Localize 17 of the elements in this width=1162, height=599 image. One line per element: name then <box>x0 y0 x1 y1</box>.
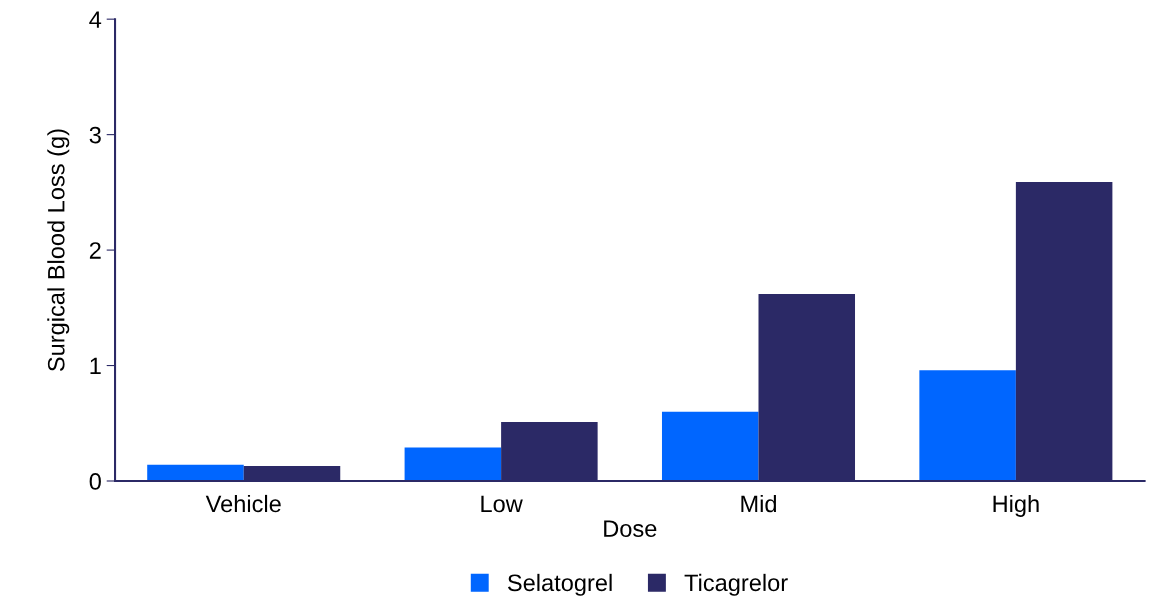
x-tick-label: Mid <box>741 494 776 513</box>
y-tick-label: 3 <box>89 126 101 144</box>
y-tick-label: 0 <box>89 473 101 490</box>
bar <box>661 411 759 481</box>
bar <box>404 447 502 481</box>
x-tick-label: Low <box>481 495 523 513</box>
legend-label: Selatogrel <box>507 573 612 596</box>
y-tick-label: 4 <box>89 11 102 28</box>
x-tick-label: High <box>993 494 1039 517</box>
y-axis-title: Surgical Blood Loss (g) <box>47 129 70 372</box>
x-tick-label: Vehicle <box>205 494 281 513</box>
bar <box>919 370 1016 481</box>
y-tick-label: 1 <box>90 357 101 375</box>
y-tick-label: 2 <box>89 242 101 259</box>
x-axis-title: Dose <box>604 520 657 538</box>
legend-label: Ticagrelor <box>684 573 788 596</box>
bar <box>147 464 244 481</box>
